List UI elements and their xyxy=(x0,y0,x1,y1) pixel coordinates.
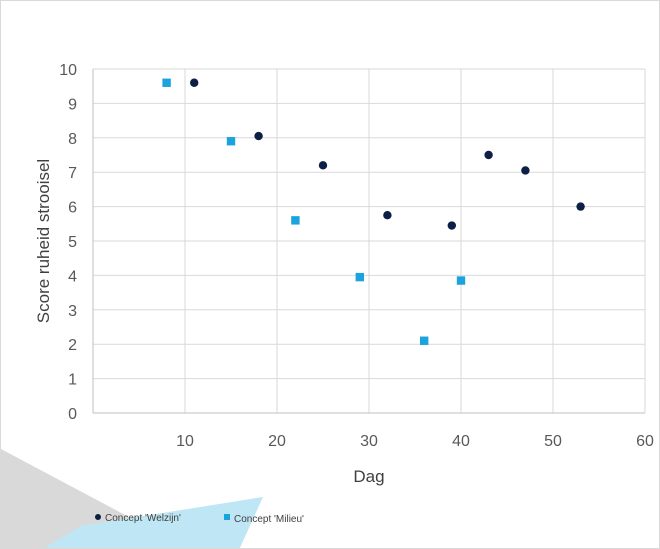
data-point-welzijn xyxy=(383,211,392,220)
y-tick-label: 3 xyxy=(68,303,77,320)
x-tick-label: 30 xyxy=(360,433,378,450)
data-point-milieu xyxy=(162,78,171,87)
data-point-welzijn xyxy=(254,131,263,141)
x-tick-label: 50 xyxy=(544,433,562,450)
data-point-milieu xyxy=(226,137,236,146)
x-axis-title: Dag xyxy=(353,467,384,486)
data-point-milieu xyxy=(291,216,300,225)
legend-label-milieu: Concept 'Milieu' xyxy=(234,514,304,525)
legend: Concept 'Welzijn' Concept 'Milieu' xyxy=(95,513,304,525)
y-tick-label: 0 xyxy=(68,406,77,423)
legend-marker-welzijn xyxy=(95,514,101,520)
y-tick-label: 1 xyxy=(68,372,77,389)
y-axis-title: Score ruheid strooisel xyxy=(34,159,53,323)
data-point-milieu xyxy=(456,276,466,285)
x-tick-label: 10 xyxy=(176,433,194,450)
data-point-welzijn xyxy=(447,221,456,230)
y-tick-label: 8 xyxy=(68,131,77,148)
data-point-welzijn xyxy=(521,166,530,175)
data-point-milieu xyxy=(355,272,364,282)
y-tick-label: 7 xyxy=(68,165,77,182)
x-tick-label: 40 xyxy=(452,433,470,450)
axes xyxy=(92,69,645,414)
y-tick-label: 2 xyxy=(68,337,77,354)
data-point-welzijn xyxy=(318,161,328,170)
gridlines xyxy=(93,68,646,413)
tick-labels: 0 1 2 3 4 5 6 7 8 9 10 10 20 30 40 50 60 xyxy=(59,62,654,450)
y-tick-label: 6 xyxy=(68,200,77,217)
y-tick-label: 4 xyxy=(68,268,77,285)
legend-label-welzijn: Concept 'Welzijn' xyxy=(105,513,181,524)
corner-decoration-blue xyxy=(44,497,263,548)
data-point-welzijn xyxy=(190,78,199,87)
y-tick-label: 5 xyxy=(68,234,77,251)
y-tick-label: 10 xyxy=(59,62,77,79)
data-point-welzijn xyxy=(576,202,585,211)
x-tick-label: 60 xyxy=(636,433,654,450)
data-point-milieu xyxy=(420,336,429,345)
data-point-welzijn xyxy=(484,150,493,160)
data-points xyxy=(162,78,585,345)
y-tick-label: 9 xyxy=(68,96,77,113)
legend-marker-milieu xyxy=(224,514,230,520)
x-tick-label: 20 xyxy=(268,433,286,450)
